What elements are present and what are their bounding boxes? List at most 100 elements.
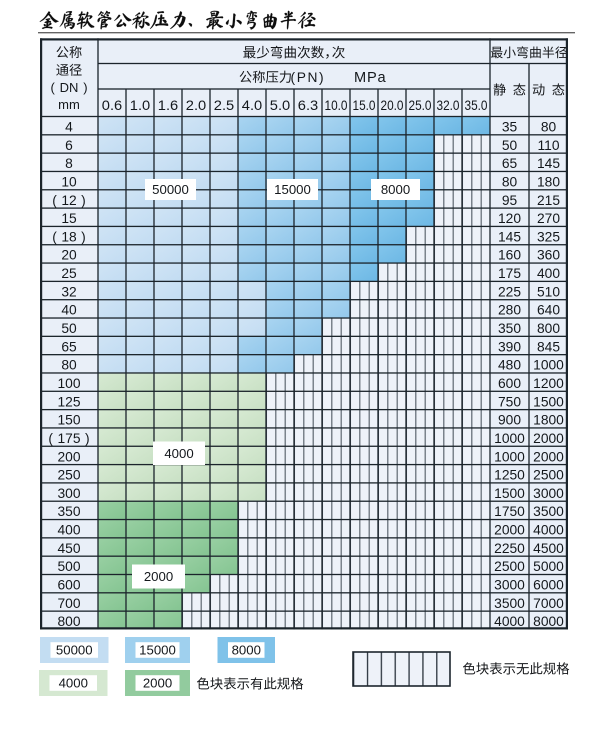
svg-text:110: 110 — [538, 138, 560, 153]
svg-text:15000: 15000 — [274, 182, 311, 197]
svg-text:480: 480 — [498, 358, 521, 373]
svg-text:12: 12 — [61, 193, 76, 208]
svg-text:8000: 8000 — [533, 614, 564, 629]
svg-text:1000: 1000 — [494, 431, 525, 446]
svg-text:): ) — [81, 229, 86, 244]
svg-text:300: 300 — [57, 486, 80, 501]
svg-text:1200: 1200 — [533, 376, 564, 391]
svg-text:(: ( — [50, 80, 55, 95]
svg-text:32: 32 — [61, 284, 76, 299]
svg-text:10: 10 — [61, 174, 77, 189]
svg-text:4: 4 — [65, 120, 73, 135]
svg-text:225: 225 — [498, 284, 521, 299]
svg-text:280: 280 — [498, 303, 521, 318]
svg-text:1000: 1000 — [494, 449, 525, 464]
svg-text:350: 350 — [57, 504, 80, 519]
svg-text:4000: 4000 — [59, 676, 88, 691]
svg-text:25: 25 — [61, 266, 77, 281]
svg-text:): ) — [85, 431, 90, 446]
svg-text:15.0: 15.0 — [353, 97, 376, 113]
svg-text:200: 200 — [57, 449, 80, 464]
svg-text:180: 180 — [537, 174, 560, 189]
svg-text:8000: 8000 — [232, 643, 261, 658]
svg-text:6000: 6000 — [533, 578, 564, 593]
svg-text:640: 640 — [537, 303, 560, 318]
svg-text:215: 215 — [537, 193, 560, 208]
svg-text:2500: 2500 — [533, 468, 564, 483]
svg-text:600: 600 — [57, 578, 80, 593]
svg-text:845: 845 — [537, 339, 560, 354]
svg-text:80: 80 — [61, 358, 77, 373]
svg-text:mm: mm — [58, 97, 80, 112]
svg-text:350: 350 — [498, 321, 521, 336]
svg-text:1800: 1800 — [533, 413, 564, 428]
svg-text:1500: 1500 — [533, 394, 564, 409]
svg-text:2.5: 2.5 — [214, 97, 235, 113]
svg-text:750: 750 — [498, 394, 521, 409]
svg-text:2000: 2000 — [144, 569, 173, 584]
svg-text:(PN): (PN) — [291, 70, 326, 85]
svg-text:1.6: 1.6 — [158, 97, 179, 113]
svg-text:10.0: 10.0 — [325, 97, 348, 113]
svg-text:18: 18 — [61, 229, 77, 244]
svg-text:175: 175 — [57, 431, 80, 446]
svg-text:2000: 2000 — [143, 676, 172, 691]
svg-text:50000: 50000 — [56, 643, 93, 658]
svg-text:3500: 3500 — [533, 504, 564, 519]
svg-text:): ) — [81, 193, 86, 208]
svg-text:120: 120 — [498, 211, 521, 226]
svg-text:400: 400 — [57, 523, 80, 538]
svg-text:100: 100 — [57, 376, 80, 391]
svg-text:50: 50 — [502, 138, 518, 153]
svg-text:): ) — [83, 80, 87, 95]
svg-text:95: 95 — [502, 193, 518, 208]
svg-text:6.3: 6.3 — [298, 97, 319, 113]
svg-text:4000: 4000 — [494, 614, 525, 629]
svg-text:3500: 3500 — [494, 596, 525, 611]
svg-text:50000: 50000 — [152, 182, 189, 197]
svg-text:360: 360 — [537, 248, 560, 263]
svg-text:5.0: 5.0 — [270, 97, 291, 113]
svg-text:DN: DN — [60, 80, 79, 95]
svg-text:160: 160 — [498, 248, 521, 263]
svg-text:1.0: 1.0 — [130, 97, 151, 113]
svg-text:1500: 1500 — [494, 486, 525, 501]
svg-text:8: 8 — [65, 156, 73, 171]
svg-text:80: 80 — [502, 174, 518, 189]
svg-text:4500: 4500 — [533, 541, 564, 556]
svg-text:0.6: 0.6 — [102, 97, 123, 113]
svg-text:125: 125 — [57, 394, 80, 409]
svg-text:390: 390 — [498, 339, 521, 354]
svg-text:900: 900 — [498, 413, 521, 428]
svg-text:1000: 1000 — [533, 358, 564, 373]
svg-text:175: 175 — [498, 266, 521, 281]
svg-text:(: ( — [48, 431, 53, 446]
svg-text:270: 270 — [537, 211, 560, 226]
svg-text:600: 600 — [498, 376, 521, 391]
svg-text:MPa: MPa — [354, 70, 386, 86]
svg-text:50: 50 — [61, 321, 77, 336]
svg-text:325: 325 — [537, 229, 560, 244]
svg-text:20: 20 — [61, 248, 77, 263]
svg-text:800: 800 — [57, 614, 80, 629]
svg-text:5000: 5000 — [533, 559, 564, 574]
svg-text:1750: 1750 — [494, 504, 525, 519]
svg-text:25.0: 25.0 — [409, 97, 432, 113]
svg-text:3000: 3000 — [533, 486, 564, 501]
svg-text:35.0: 35.0 — [465, 97, 488, 113]
svg-text:145: 145 — [537, 156, 560, 171]
svg-text:510: 510 — [537, 284, 560, 299]
svg-text:500: 500 — [57, 559, 80, 574]
svg-text:1250: 1250 — [494, 468, 525, 483]
svg-text:(: ( — [52, 229, 57, 244]
svg-text:15: 15 — [61, 211, 77, 226]
svg-text:(: ( — [52, 193, 57, 208]
svg-text:2000: 2000 — [494, 523, 525, 538]
svg-text:80: 80 — [541, 120, 557, 135]
svg-text:6: 6 — [65, 138, 73, 153]
svg-text:450: 450 — [57, 541, 80, 556]
svg-text:8000: 8000 — [381, 182, 410, 197]
svg-text:700: 700 — [57, 596, 80, 611]
svg-text:3000: 3000 — [494, 578, 525, 593]
svg-text:65: 65 — [502, 156, 518, 171]
